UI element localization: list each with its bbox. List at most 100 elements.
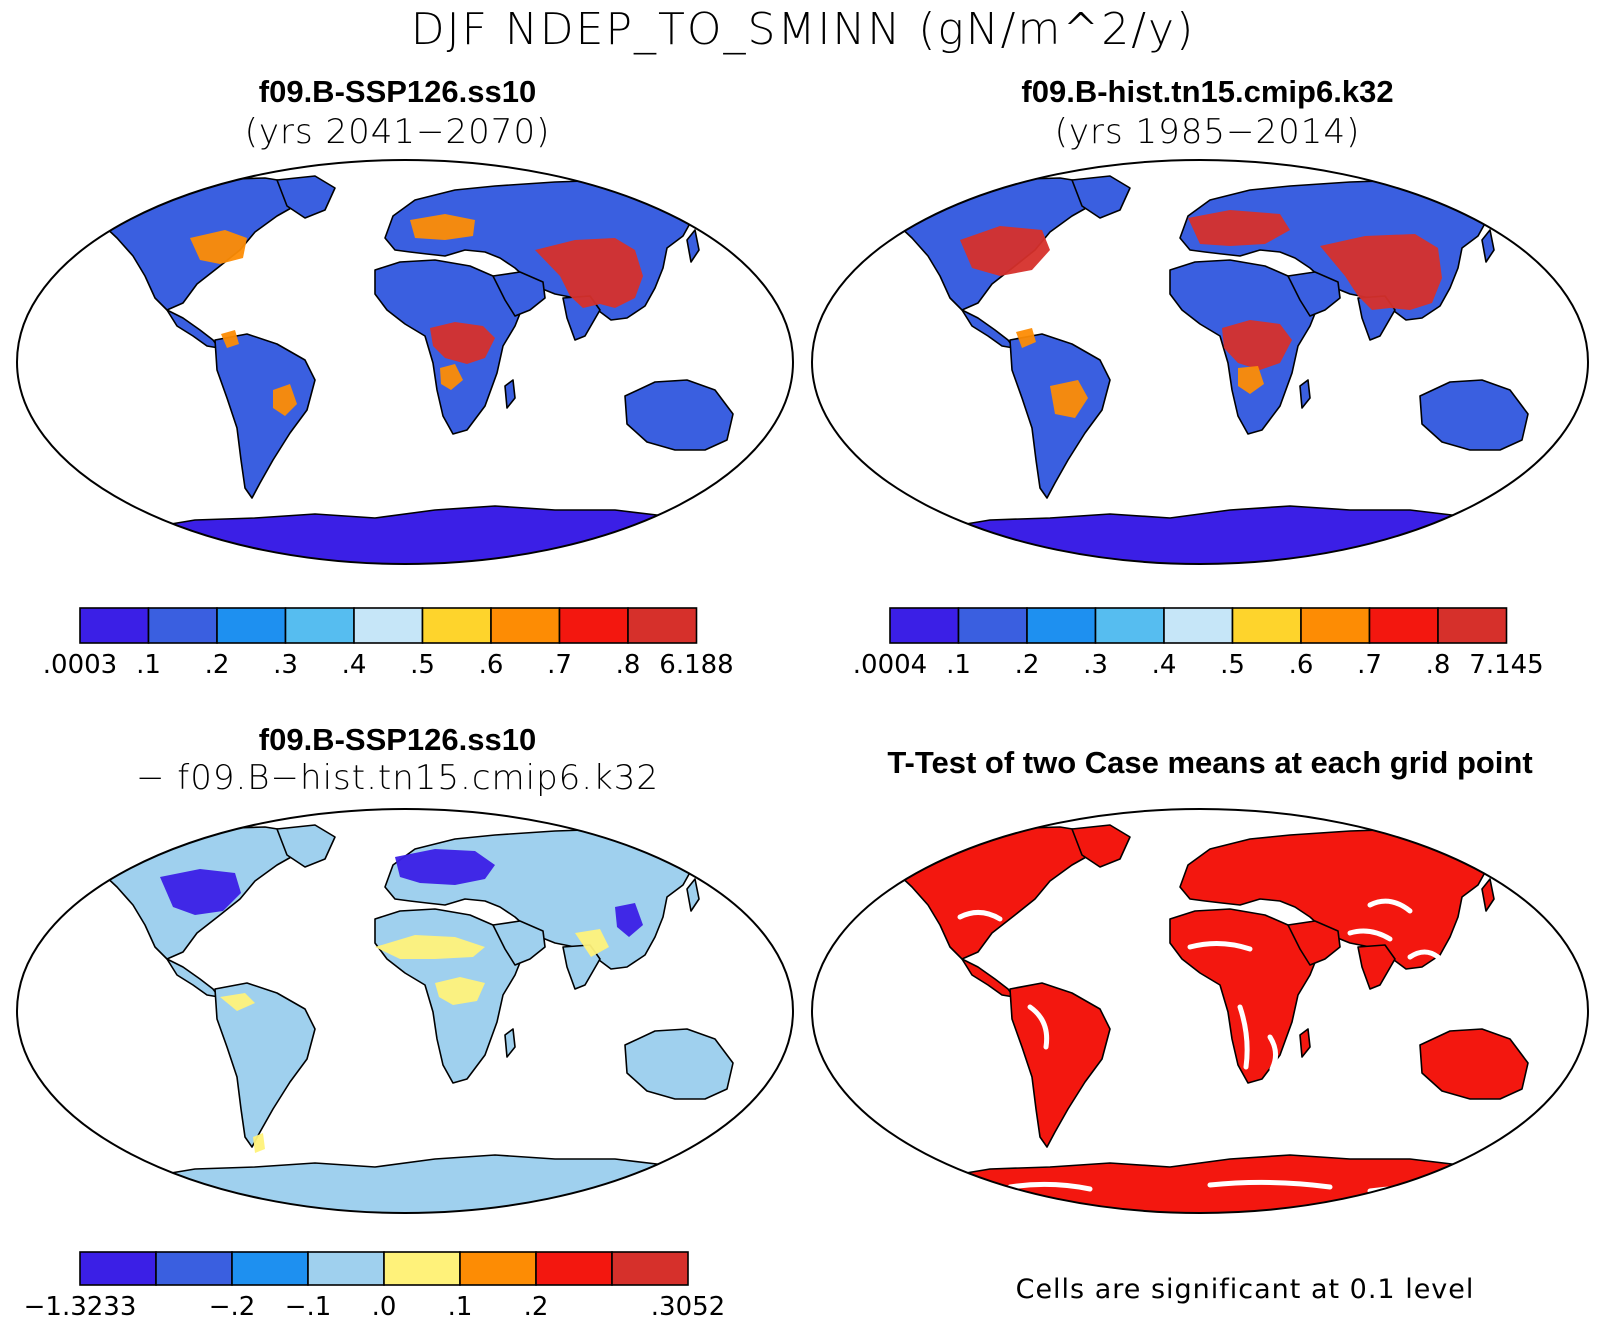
value-region	[1016, 328, 1036, 348]
colorbar-tick-label: .7	[1357, 650, 1382, 680]
map-border	[811, 159, 1589, 565]
colorbar-segment	[490, 607, 561, 644]
colorbar-segment	[353, 607, 424, 644]
value-region	[160, 869, 241, 915]
colorbar-segment	[284, 607, 355, 644]
land-japan	[686, 229, 700, 263]
value-region	[960, 226, 1050, 276]
colorbar-segment	[627, 607, 698, 644]
colorbar-segment	[1026, 607, 1097, 644]
value-region	[273, 384, 297, 416]
colorbar-segment	[216, 607, 287, 644]
map-panel-bottom-left	[16, 808, 794, 1214]
non-significant-cells	[957, 910, 1003, 922]
land-southAmerica	[214, 982, 316, 1148]
non-significant-cells	[1407, 949, 1441, 960]
colorbar-tick-label: .0003	[43, 650, 117, 680]
colorbar-segment	[307, 1251, 385, 1286]
main-title: DJF NDEP_TO_SMINN (gN/m^2/y)	[410, 4, 1196, 55]
value-region	[221, 330, 239, 348]
colorbar-tick-label: −.2	[209, 1292, 256, 1322]
non-significant-cells	[1367, 898, 1413, 914]
value-region	[1188, 210, 1290, 246]
colorbar-tick-label: .4	[1152, 650, 1177, 680]
land-greenland	[276, 175, 336, 219]
panel-br-title: T-Test of two Case means at each grid po…	[887, 745, 1533, 780]
land-arabia	[492, 271, 546, 317]
land-japan	[686, 878, 700, 912]
colorbar-tick-label: −1.3233	[24, 1292, 137, 1322]
colorbar-segment	[1368, 607, 1439, 644]
land-madagascar	[1299, 1028, 1311, 1058]
land-greenland	[1071, 824, 1131, 868]
map-border	[811, 808, 1589, 1214]
colorbar-tick-label: .3	[1083, 650, 1108, 680]
land-arabia	[1287, 920, 1341, 966]
colorbar-tick-label: .5	[410, 650, 435, 680]
land-arabia	[1287, 271, 1341, 317]
colorbar-segment	[611, 1251, 689, 1286]
non-significant-cells	[1267, 1034, 1278, 1072]
colorbar-segment	[1300, 607, 1371, 644]
non-significant-cells	[1347, 928, 1393, 942]
colorbar-tick-label: .6	[479, 650, 504, 680]
panel-tr-title: f09.B-hist.tn15.cmip6.k32	[1021, 74, 1394, 109]
non-significant-cells	[1007, 1181, 1093, 1192]
colorbar-segment	[155, 1251, 233, 1286]
colorbar-tick-label: .2	[1015, 650, 1040, 680]
value-region	[440, 364, 463, 390]
value-region	[615, 903, 643, 937]
value-region	[1050, 380, 1088, 418]
colorbar-segment	[889, 607, 960, 644]
map-border	[16, 808, 794, 1214]
colorbar-segment	[1231, 607, 1302, 644]
panel-tl-title: f09.B-SSP126.ss10	[258, 74, 537, 109]
colorbar-top-right: .0004 .1 .2 .3 .4 .5 .6 .7 .8 7.145	[853, 607, 1544, 680]
value-region	[410, 214, 475, 240]
value-region	[1238, 366, 1264, 394]
land-australia	[1419, 1028, 1529, 1100]
map-panel-top-right	[811, 159, 1589, 565]
colorbar-segment	[79, 1251, 157, 1286]
land-eurasia	[1179, 828, 1489, 970]
colorbar-segment	[558, 607, 629, 644]
colorbar-segment	[1437, 607, 1508, 644]
land-india	[1357, 944, 1396, 990]
colorbar-segment	[1094, 607, 1165, 644]
land-southAmerica	[1009, 982, 1111, 1148]
map-border	[16, 159, 794, 565]
panel-tr-subtitle: (yrs 1985−2014)	[1054, 112, 1361, 152]
colorbar-tick-label: .8	[616, 650, 641, 680]
land-australia	[624, 1028, 734, 1100]
colorbar-top-left: .0003 .1 .2 .3 .4 .5 .6 .7 .8 6.188	[43, 607, 734, 680]
colorbar-tick-label: .2	[205, 650, 230, 680]
colorbar-tick-label: 6.188	[659, 650, 733, 680]
colorbar-segment	[79, 607, 150, 644]
colorbar-segment	[535, 1251, 613, 1286]
map-panel-bottom-right	[811, 808, 1589, 1214]
value-region	[575, 929, 609, 957]
colorbar-tick-label: .5	[1220, 650, 1245, 680]
significance-note: Cells are significant at 0.1 level	[1015, 1274, 1475, 1305]
land-africa	[1169, 908, 1319, 1084]
land-madagascar	[504, 1028, 516, 1058]
value-region	[435, 977, 485, 1005]
value-region	[375, 935, 485, 959]
colorbar-segment	[147, 607, 218, 644]
land-arabia	[492, 920, 546, 966]
value-region	[1320, 234, 1442, 310]
colorbar-tick-label: .1	[448, 1292, 473, 1322]
non-significant-cells	[1027, 1004, 1050, 1050]
land-madagascar	[504, 379, 516, 409]
colorbar-segment	[231, 1251, 309, 1286]
colorbar-tick-label: .6	[1289, 650, 1314, 680]
panel-bl-title: f09.B-SSP126.ss10	[258, 722, 537, 757]
land-greenland	[1071, 175, 1131, 219]
value-region	[535, 238, 643, 308]
colorbar-tick-label: 7.145	[1469, 650, 1543, 680]
colorbar-segment	[957, 607, 1028, 644]
non-significant-cells	[1237, 1004, 1250, 1070]
land-australia	[624, 379, 734, 451]
non-significant-cells	[1187, 941, 1253, 952]
colorbar-tick-label: .1	[946, 650, 971, 680]
